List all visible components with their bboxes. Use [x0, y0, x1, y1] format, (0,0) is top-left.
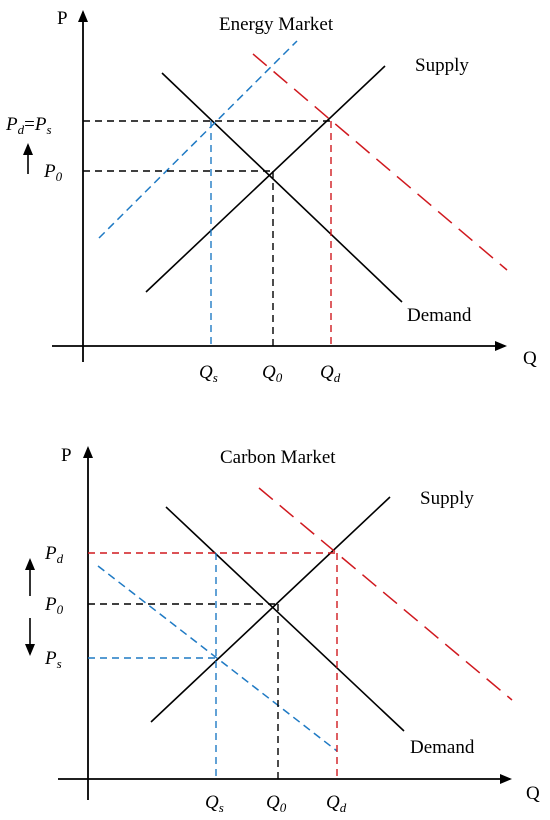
- energy-shifted-supply-curve: [98, 40, 298, 239]
- carbon-price-label-p0: P0: [44, 594, 64, 617]
- energy-supply-curve: [145, 65, 386, 293]
- carbon-price-label-pd: Pd: [44, 543, 64, 566]
- energy-price-label-pd-ps: Pd=Ps: [5, 114, 52, 137]
- energy-supply-label: Supply: [415, 55, 469, 76]
- energy-x-axis-label: Q: [523, 348, 537, 369]
- carbon-market-panel: P Q Carbon Market Supply Demand Pd P0 Ps…: [25, 445, 540, 815]
- carbon-supply-label: Supply: [420, 488, 474, 509]
- energy-y-axis-label: P: [57, 8, 68, 29]
- energy-demand-label: Demand: [407, 305, 472, 326]
- carbon-demand-curve: [165, 506, 405, 732]
- carbon-price-label-ps: Ps: [44, 648, 62, 671]
- carbon-demand-label: Demand: [410, 737, 475, 758]
- energy-quantity-label-qs: Qs: [199, 362, 218, 385]
- carbon-quantity-label-qd: Qd: [326, 792, 347, 815]
- energy-price-label-p0: P0: [43, 161, 63, 184]
- carbon-y-axis-label: P: [61, 445, 72, 466]
- carbon-title: Carbon Market: [220, 447, 336, 468]
- energy-title: Energy Market: [219, 14, 334, 35]
- energy-quantity-label-q0: Q0: [262, 362, 283, 385]
- energy-shifted-demand-curve: [252, 53, 508, 271]
- carbon-quantity-label-qs: Qs: [205, 792, 224, 815]
- carbon-quantity-label-q0: Q0: [266, 792, 287, 815]
- energy-demand-curve: [161, 72, 403, 303]
- energy-quantity-label-qd: Qd: [320, 362, 341, 385]
- carbon-x-axis-label: Q: [526, 783, 540, 804]
- carbon-shifted-demand-curve: [258, 487, 513, 701]
- carbon-shifted-supply-curve: [97, 565, 338, 752]
- carbon-supply-curve: [150, 496, 391, 723]
- energy-market-panel: P Q Energy Market Supply Demand Pd=Ps P0…: [5, 8, 537, 385]
